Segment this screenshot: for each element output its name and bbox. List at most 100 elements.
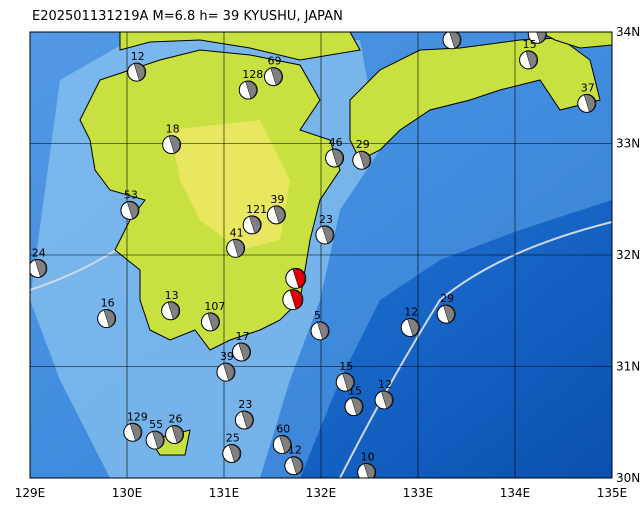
compression-lobe [129,423,142,442]
compression-lobe [279,435,291,454]
focal-mechanism [519,50,539,70]
lon-label: 131E [209,486,240,500]
depth-label: 55 [149,418,163,431]
lat-label: 30N [616,471,640,485]
compression-lobe [270,67,282,86]
focal-mechanism [315,225,335,245]
map-title: E202501131219A M=6.8 h= 39 KYUSHU, JAPAN [32,9,343,24]
focal-mechanism [123,422,143,442]
compression-lobe [443,305,455,323]
focal-mechanism [120,200,140,220]
compression-lobe [583,94,596,113]
focal-mechanism [284,456,304,476]
lon-label: 132E [306,486,337,500]
depth-label: 10 [361,450,375,463]
kii [539,32,612,49]
focal-mechanism [127,62,147,82]
compression-lobe [321,225,334,244]
focal-mechanism [238,80,258,100]
depth-label: 13 [165,289,179,302]
compression-lobe [290,456,303,475]
focal-mechanism [263,67,283,87]
depth-label: 37 [446,18,460,31]
focal-mechanism [165,425,185,445]
depth-label: 5 [314,309,321,322]
compression-lobe [238,343,250,361]
depth-label: 25 [226,431,240,444]
lon-label: 130E [112,486,143,500]
depth-label: 37 [581,81,595,94]
depth-label: 23 [319,213,333,226]
compression-lobe [241,411,253,429]
depth-label: 12 [378,378,392,391]
focal-mechanism [325,148,345,168]
depth-label: 107 [204,300,225,313]
focal-mechanism [30,258,48,278]
depth-label: 46 [329,136,343,149]
compression-lobe [126,201,139,220]
depth-label: 24 [32,246,46,259]
grid [30,32,612,478]
focal-mechanism [527,32,547,44]
depth-label: 18 [166,123,180,136]
focal-mechanism [442,32,462,50]
frame [29,31,613,479]
compression-lobe [525,50,538,69]
focal-mechanism [436,304,456,324]
lat-label: 32N [616,248,640,262]
depth-label: 26 [169,413,183,426]
depth-label: 16 [101,297,115,310]
compression-lobe [222,363,235,381]
depth-label: 69 [267,55,281,68]
compression-lobe [133,63,146,82]
focal-mechanism [97,309,117,329]
focal-mechanism [216,362,236,382]
focal-mechanism [200,312,220,332]
compression-lobe [363,463,376,478]
focal-mechanism [272,435,292,455]
compression-lobe [331,148,344,167]
focal-mechanism [400,317,420,337]
lat-label: 33N [616,137,640,151]
compression-lobe [317,321,329,340]
compression-lobe [407,318,419,337]
focal-mechanism [231,342,251,362]
compression-lobe [168,135,181,154]
compression-lobe [228,444,241,463]
focal-mechanism [577,93,597,113]
depth-label: 12 [404,305,418,318]
focal-mechanism [352,150,372,170]
honshu [119,32,361,61]
trench [339,221,612,478]
depth-label: 39 [270,193,284,206]
depth-label: 39 [220,350,234,363]
depth-label: 129 [127,410,148,423]
compression-lobe [171,425,183,444]
lon-label: 134E [500,486,531,500]
lat-label: 34N [616,25,640,39]
focal-mechanism [357,462,377,478]
focal-mechanism [285,267,307,289]
focal-mechanism [282,289,304,311]
focal-mechanism [145,430,165,450]
depth-label: 15 [339,360,353,373]
depth-label: 41 [230,226,244,239]
highland [170,120,290,250]
compression-lobe [207,312,219,331]
focal-mechanism [234,410,254,430]
focal-mechanism [335,372,355,392]
compression-lobe [103,309,116,328]
depth-label: 17 [235,330,249,343]
focal-mechanism [374,390,394,410]
lon-label: 135E [597,486,628,500]
lat-label: 31N [616,360,640,374]
focal-mechanism [162,135,182,155]
focal-mechanism [266,205,286,225]
depth-label: 12 [131,50,145,63]
compression-lobe [34,259,47,278]
compression-lobe [273,205,285,224]
compression-lobe [292,268,306,289]
